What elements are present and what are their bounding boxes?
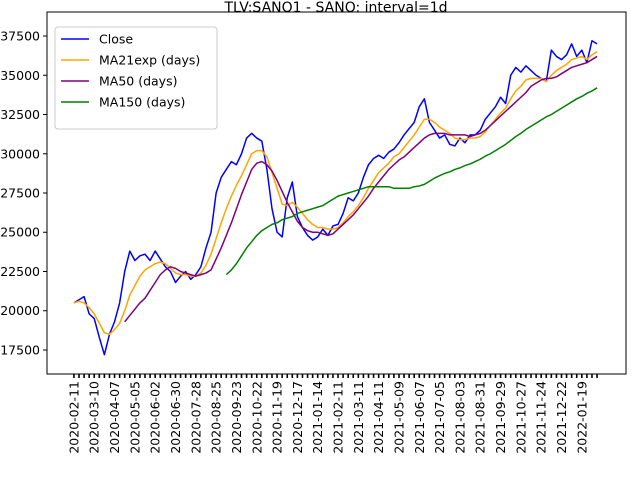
y-tick-label: 20000 (0, 303, 40, 318)
x-tick-label: 2020-06-02 (148, 381, 163, 454)
series-line (73, 51, 598, 336)
legend-label: MA150 (days) (99, 95, 185, 110)
legend-label: MA21exp (days) (99, 53, 200, 68)
x-tick-label: 2021-09-29 (493, 381, 508, 454)
x-tick-label: 2020-10-22 (249, 381, 264, 454)
series-line (73, 39, 598, 356)
y-tick-label: 27500 (0, 186, 40, 201)
legend-label: MA50 (days) (99, 74, 177, 89)
y-tick-label: 17500 (0, 342, 40, 357)
x-tick-label: 2020-04-07 (107, 381, 122, 454)
x-tick-label: 2021-05-09 (391, 381, 406, 454)
chart-title: TLV:SANO1 - SANO: interval=1d (223, 0, 447, 16)
x-tick-label: 2021-08-31 (473, 381, 488, 454)
x-tick-label: 2021-11-24 (534, 381, 549, 454)
x-tick-label: 2020-12-17 (290, 381, 305, 454)
x-tick-label: 2021-02-11 (331, 381, 346, 454)
x-tick-label: 2021-01-14 (310, 381, 325, 454)
x-tick-label: 2021-12-22 (554, 381, 569, 454)
x-tick-label: 2020-05-05 (127, 381, 142, 454)
legend-label: Close (99, 32, 133, 47)
y-tick-label: 37500 (0, 29, 40, 44)
x-tick-label: 2020-02-11 (66, 381, 81, 454)
x-tick-label: 2021-08-03 (452, 381, 467, 454)
x-tick-label: 2020-07-28 (188, 381, 203, 454)
x-tick-label: 2021-06-07 (412, 381, 427, 454)
x-tick-label: 2021-03-11 (351, 381, 366, 454)
y-tick-label: 30000 (0, 146, 40, 161)
series-line (124, 55, 598, 323)
legend-box (54, 26, 218, 130)
y-tick-label: 22500 (0, 264, 40, 279)
legend: Close MA21exp (days) MA50 (days) MA150 (day… (54, 26, 218, 130)
y-tick-label: 25000 (0, 225, 40, 240)
x-tick-label: 2020-03-10 (87, 381, 102, 454)
x-tick-label: 2021-10-27 (513, 381, 528, 454)
x-tick-label: 2020-09-23 (229, 381, 244, 454)
y-tick-label: 35000 (0, 68, 40, 83)
x-tick-label: 2020-08-25 (209, 381, 224, 454)
x-tick-label: 2022-01-19 (574, 381, 589, 454)
y-tick-label: 32500 (0, 107, 40, 122)
x-tick-label: 2020-06-30 (168, 381, 183, 454)
x-tick-label: 2020-11-19 (270, 381, 285, 454)
x-tick-label: 2021-04-11 (371, 381, 386, 454)
x-tick-label: 2021-07-05 (432, 381, 447, 454)
plot-frame (46, 11, 627, 375)
series-line (225, 87, 598, 276)
